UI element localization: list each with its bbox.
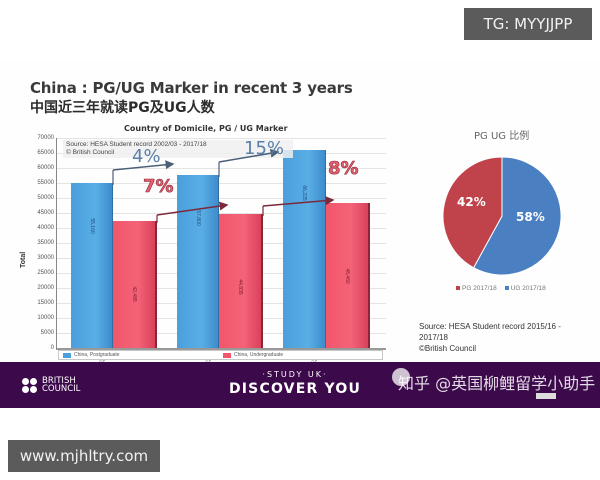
grid-line — [57, 213, 386, 214]
legend-swatch — [456, 286, 460, 291]
copyright-line: ©British Council — [419, 344, 477, 353]
y-tick: 30000 — [37, 255, 54, 261]
y-tick: 20000 — [37, 285, 54, 291]
grid-line — [57, 138, 386, 139]
y-tick: 70000 — [37, 135, 54, 141]
growth-label-ug-1: 7% — [143, 176, 174, 198]
slide: China : PG/UG Marker in recent 3 years 中… — [0, 60, 600, 408]
tg-watermark-badge: TG: MYYJJPP — [464, 8, 592, 40]
y-tick: 45000 — [37, 210, 54, 216]
bar-pg-2017-18: 66,225 — [283, 150, 326, 348]
copyright-line: © British Council — [66, 149, 115, 156]
plot-area: 55,160 42,485 57,800 44,835 66,225 48,46… — [56, 138, 386, 350]
british-council-logo: BRITISH COUNCIL — [22, 377, 80, 393]
growth-label-ug-2: 8% — [328, 158, 359, 180]
bar-ug-2016-17: 44,835 — [219, 214, 263, 348]
pie-source-note: Source: HESA Student record 2015/16 - 20… — [419, 321, 584, 354]
bar-chart-legend: China, Postgraduate China, Undergraduate — [58, 350, 383, 360]
bar-chart-title: Country of Domicile, PG / UG Marker — [124, 124, 288, 133]
pie-chart: 58% 42% — [441, 155, 563, 277]
legend-swatch — [63, 352, 71, 358]
bar-ug-2017-18: 48,460 — [326, 203, 370, 348]
source-line: Source: HESA Student record 2015/16 - 20… — [419, 322, 561, 342]
y-tick: 40000 — [37, 225, 54, 231]
bar-pg-2015-16: 55,160 — [71, 183, 113, 348]
tagline-large: DISCOVER YOU — [228, 381, 362, 397]
grid-line — [57, 198, 386, 199]
bar-ug-2015-16: 42,485 — [113, 221, 157, 348]
source-note: Source: HESA Student record 2002/03 - 20… — [63, 140, 293, 158]
pie-slice-label-pg: 42% — [457, 195, 486, 209]
y-tick: 55000 — [37, 180, 54, 186]
y-tick: 5000 — [40, 330, 54, 336]
bar-chart: Total 70000 65000 60000 55000 50000 4500… — [20, 135, 390, 368]
pie-legend-item-ug: UG 2017/18 — [504, 285, 546, 292]
url-watermark-badge: www.mjhltry.com — [8, 440, 160, 472]
zhihu-watermark: 知乎 @英国柳鲤留学小助手 — [398, 374, 596, 393]
growth-arrows — [112, 148, 335, 223]
pie-legend-item-pg: PG 2017/18 — [456, 285, 497, 292]
y-tick: 10000 — [37, 315, 54, 321]
y-tick: 0 — [50, 345, 54, 351]
legend-swatch — [223, 352, 231, 358]
pie-graphic — [442, 156, 562, 276]
legend-swatch — [504, 286, 509, 291]
bar-pg-2016-17: 57,800 — [177, 175, 219, 348]
legend-label: China, Postgraduate — [74, 352, 120, 358]
y-axis-title: Total — [20, 251, 27, 268]
legend-item-pg: China, Postgraduate — [63, 352, 120, 358]
pie-legend: PG 2017/18 UG 2017/18 — [456, 285, 546, 292]
legend-label: UG 2017/18 — [510, 285, 546, 292]
growth-label-pg-2: 15% — [244, 138, 285, 159]
british-council-dots-icon — [22, 377, 37, 393]
pie-chart-title: PG UG 比例 — [474, 131, 530, 142]
y-tick: 15000 — [37, 300, 54, 306]
legend-label: PG 2017/18 — [462, 285, 497, 292]
slide-title: China : PG/UG Marker in recent 3 years — [30, 79, 353, 97]
footer-banner: BRITISH COUNCIL ·STUDY UK· DISCOVER YOU — [0, 362, 600, 408]
brand-line: BRITISH — [42, 376, 76, 386]
y-tick: 35000 — [37, 240, 54, 246]
grid-line — [57, 168, 386, 169]
growth-label-pg-1: 4% — [132, 146, 161, 167]
grid-line — [57, 183, 386, 184]
union-jack-icon — [536, 393, 556, 399]
brand-line: COUNCIL — [42, 384, 81, 394]
y-tick: 60000 — [37, 165, 54, 171]
legend-item-ug: China, Undergraduate — [223, 352, 283, 358]
y-tick: 25000 — [37, 270, 54, 276]
zhihu-avatar-icon — [392, 368, 410, 386]
tagline-small: ·STUDY UK· — [262, 370, 328, 379]
y-tick: 65000 — [37, 150, 54, 156]
y-tick: 50000 — [37, 195, 54, 201]
legend-label: China, Undergraduate — [234, 352, 284, 358]
source-line: Source: HESA Student record 2002/03 - 20… — [66, 141, 207, 148]
pie-slice-label-ug: 58% — [516, 210, 545, 224]
slide-subtitle: 中国近三年就读PG及UG人数 — [30, 100, 215, 116]
